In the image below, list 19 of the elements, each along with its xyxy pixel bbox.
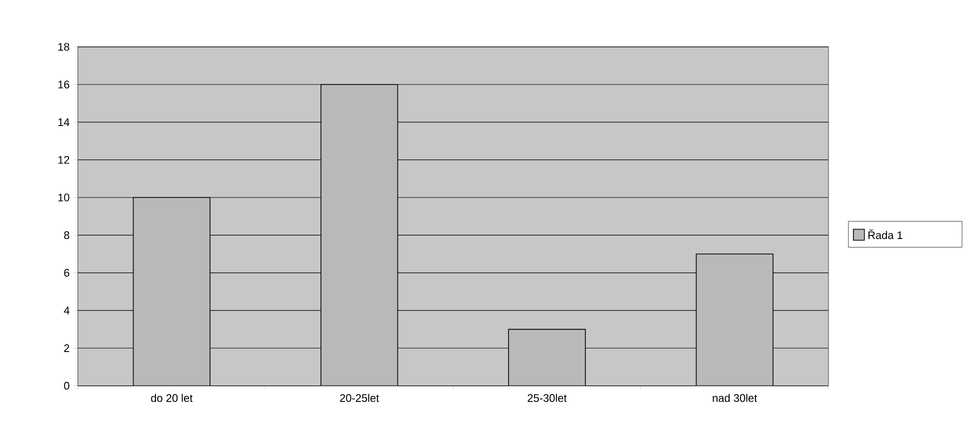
y-tick-label: 6 — [64, 269, 70, 277]
y-tick-label: 4 — [64, 306, 70, 314]
text: Řada 1 — [868, 230, 902, 240]
bar — [508, 329, 586, 386]
bar — [320, 84, 398, 386]
bar — [696, 254, 774, 386]
y-tick-label: 14 — [58, 118, 70, 126]
x-tick-label: 20-25let — [340, 394, 380, 402]
y-tick-label: 10 — [58, 194, 70, 202]
y-tick-label: 16 — [58, 80, 70, 89]
y-tick-label: 12 — [58, 156, 70, 164]
y-tick-label: 18 — [58, 43, 70, 51]
x-tick-label: nad 30let — [712, 394, 758, 402]
y-tick-label: 8 — [64, 231, 70, 240]
y-tick-label: 0 — [64, 382, 70, 390]
x-tick-label: 25-30let — [528, 394, 567, 402]
y-tick-label: 2 — [64, 344, 70, 352]
x-tick-label: do 20 let — [151, 394, 193, 402]
bar — [132, 197, 210, 386]
